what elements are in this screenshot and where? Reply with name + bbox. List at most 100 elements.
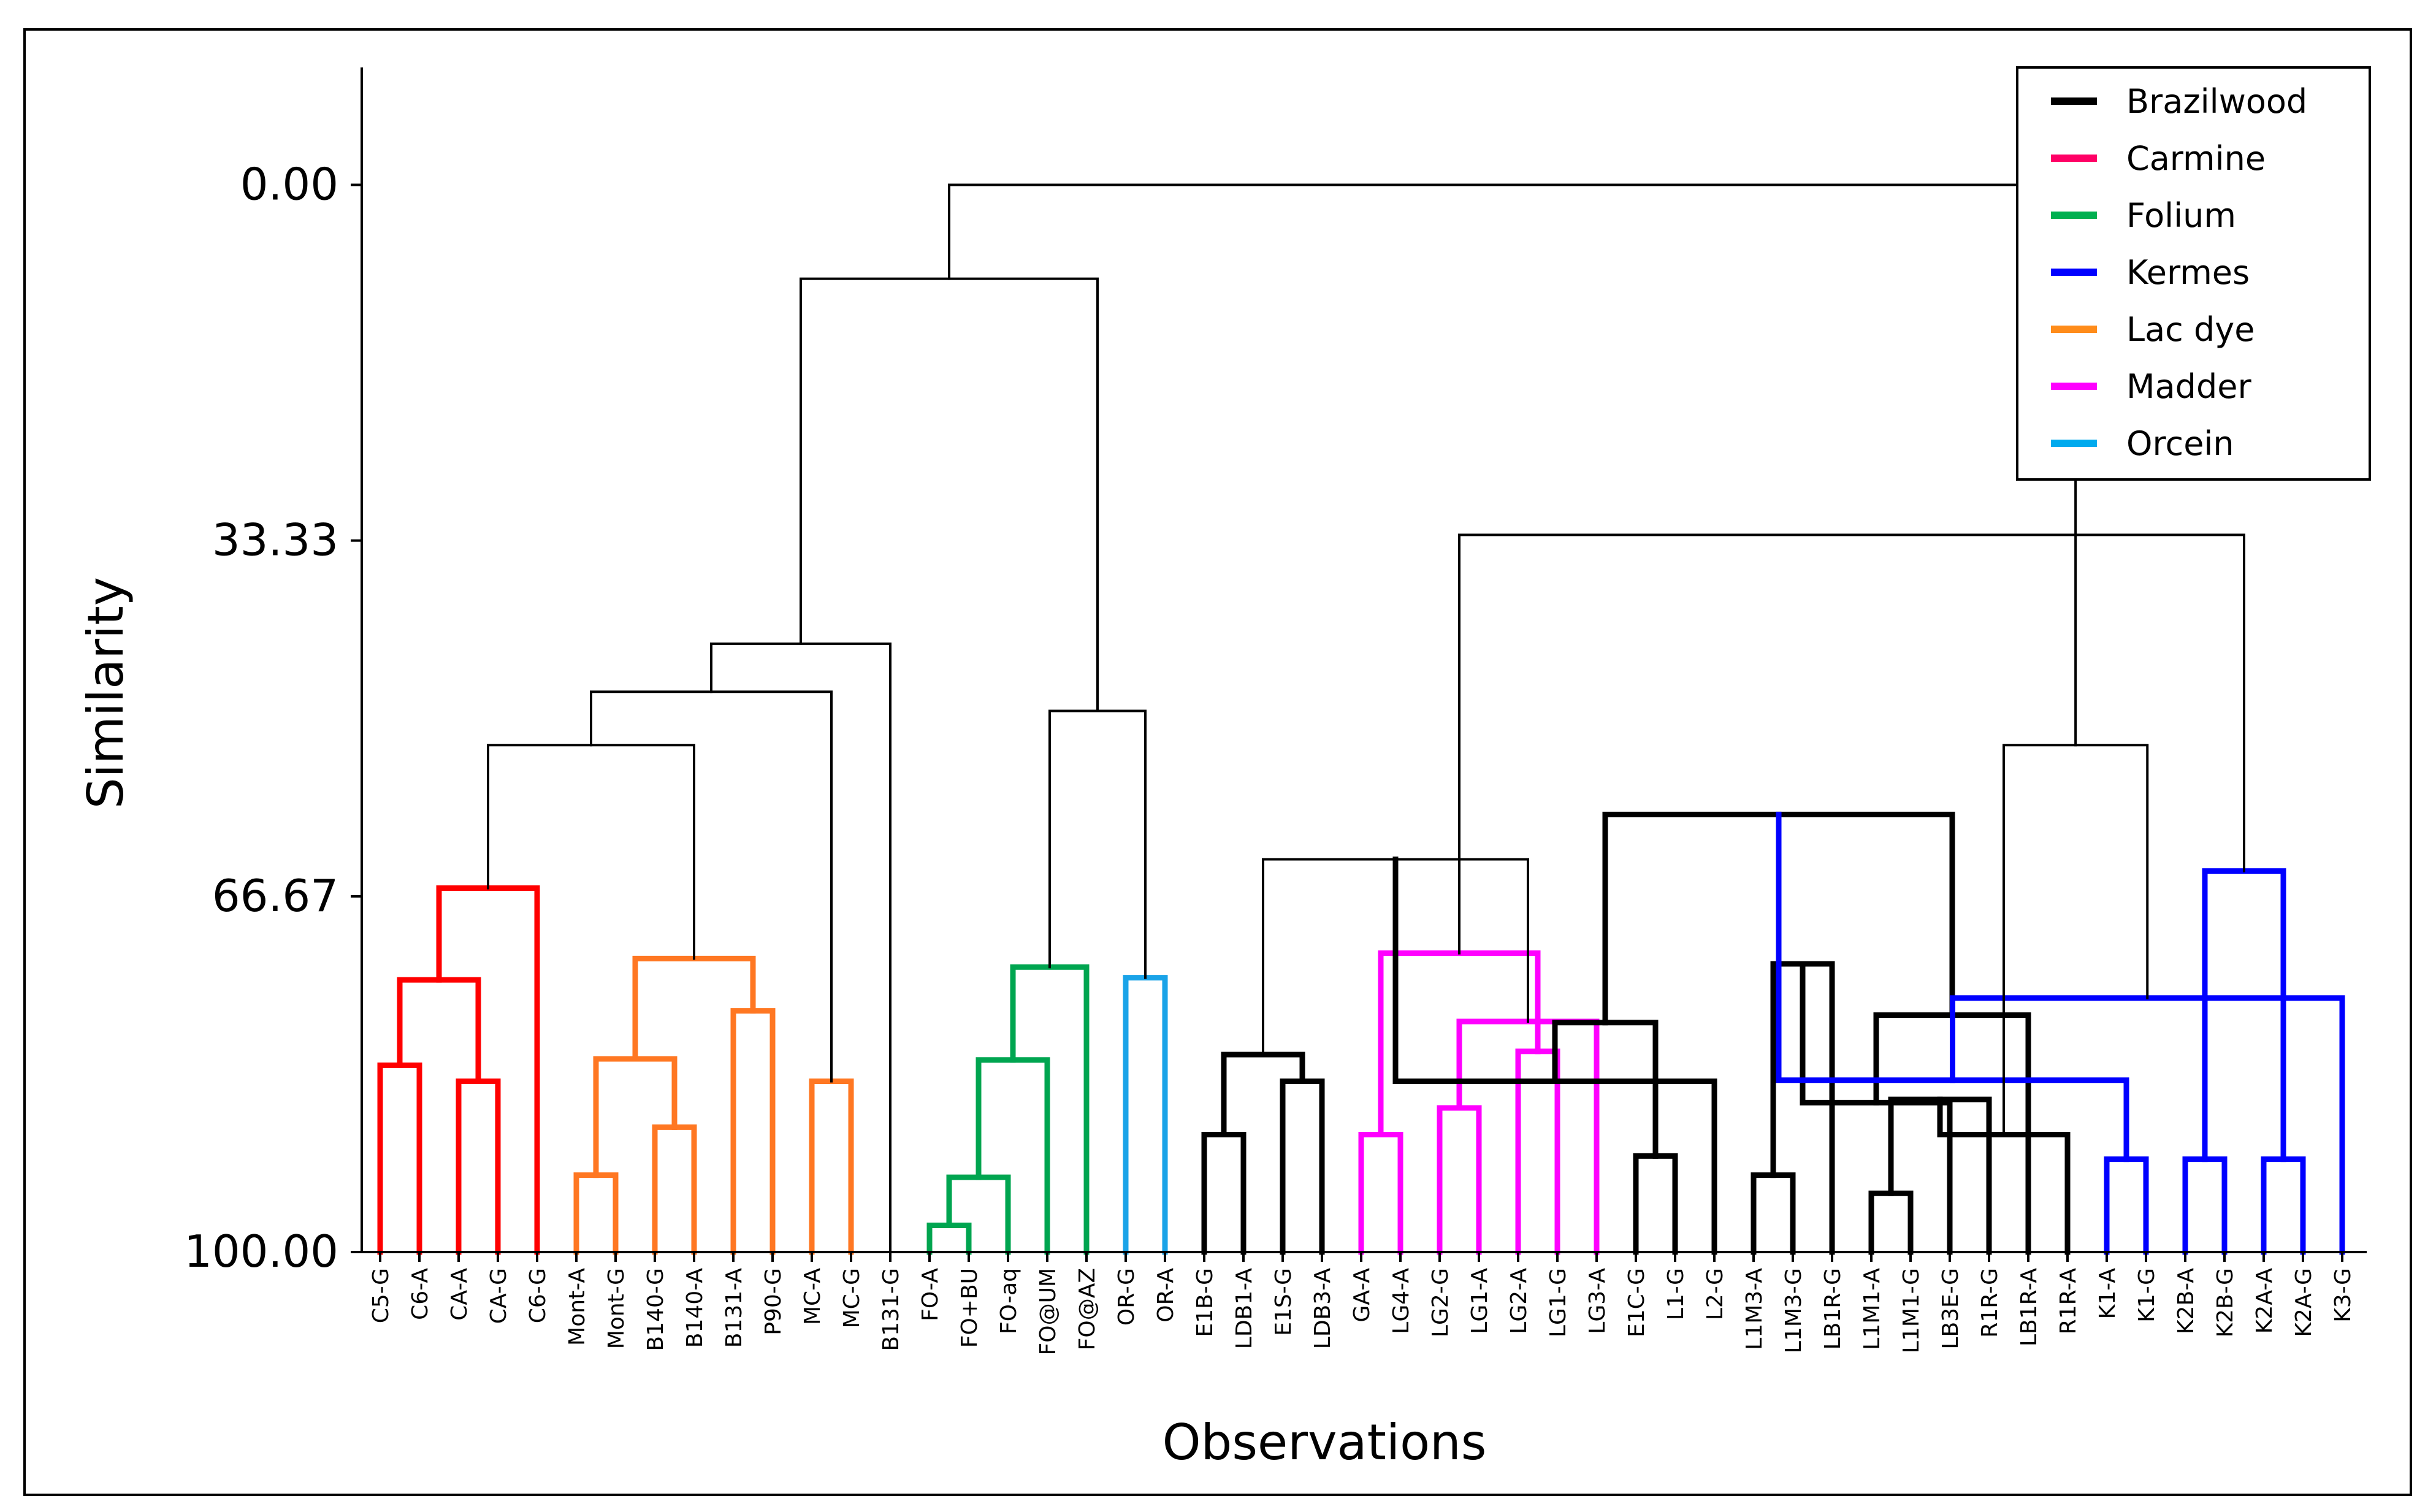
dendrogram-branch	[1221, 1052, 1305, 1138]
x-tick-label: LG2-G	[1428, 1268, 1453, 1337]
x-tick-label: Mont-G	[604, 1268, 629, 1349]
x-tick-label: LB1R-G	[1820, 1268, 1846, 1350]
x-tick-label: FO-A	[918, 1268, 943, 1321]
legend-label: Madder	[2126, 367, 2251, 406]
dendrogram-branch	[1437, 1105, 1482, 1255]
x-tick-label: R1R-G	[1977, 1268, 2003, 1338]
x-tick-label: L1M3-G	[1781, 1268, 1806, 1353]
dendrogram-branch	[800, 277, 1099, 712]
x-tick-label: LG1-A	[1467, 1268, 1492, 1334]
x-tick-label: K1-A	[2095, 1268, 2120, 1319]
y-tick-label: 0.00	[240, 158, 338, 210]
x-tick-label: MC-G	[839, 1268, 865, 1328]
axes	[361, 67, 2367, 1253]
x-axis-ticks: C5-G C6-A CA-A CA-G C6-G Mont-A Mont-G B140-G B1…	[368, 1252, 2356, 1355]
y-tick-label: 100.00	[184, 1226, 338, 1277]
legend-label: Orcein	[2126, 424, 2234, 463]
x-tick-label: B140-A	[682, 1268, 708, 1348]
dendrogram-branch	[2003, 744, 2149, 1136]
dendrogram-branch	[436, 885, 540, 1255]
dendrogram-branch	[2261, 1156, 2306, 1255]
dendrogram-branch	[1800, 961, 1953, 1255]
y-tick-label: 33.33	[212, 514, 338, 566]
dendrogram-branch	[2202, 868, 2286, 1163]
y-axis-title: Similarity	[77, 577, 134, 809]
x-tick-label: FO+BU	[957, 1268, 982, 1348]
x-tick-label: LB3E-G	[1938, 1268, 1963, 1350]
x-tick-label: LDB3-A	[1310, 1268, 1335, 1350]
x-tick-label: K2A-G	[2291, 1268, 2316, 1337]
dendrogram-branch	[1048, 709, 1147, 979]
figure-border	[23, 28, 2412, 1496]
x-tick-label: FO@UM	[1036, 1268, 1061, 1355]
dendrogram-branch	[593, 1056, 678, 1178]
dendrogram-branch	[2182, 1156, 2228, 1255]
dendrogram-branch	[456, 1079, 501, 1255]
x-tick-label: CA-A	[447, 1268, 472, 1321]
x-tick-label: LG1-G	[1546, 1268, 1571, 1337]
x-tick-label: K3-G	[2331, 1268, 2356, 1323]
x-tick-label: L1M1-A	[1860, 1268, 1885, 1350]
x-tick-label: OR-G	[1114, 1268, 1139, 1326]
x-tick-label: C5-G	[368, 1268, 394, 1323]
x-tick-label: L1M1-G	[1899, 1268, 1924, 1353]
x-tick-label: L2-G	[1703, 1268, 1728, 1320]
dendrogram-branch	[1123, 975, 1168, 1255]
x-tick-label: P90-G	[761, 1268, 786, 1335]
y-axis-ticks: 0.00 33.33 66.67 100.00	[184, 158, 362, 1277]
legend-label: Lac dye	[2126, 310, 2255, 349]
x-tick-label: L1M3-A	[1742, 1268, 1767, 1350]
x-tick-label: L1-G	[1663, 1268, 1689, 1320]
dendrogram-branch	[2104, 1156, 2149, 1255]
x-tick-label: LG2-A	[1506, 1268, 1532, 1334]
dendrogram-branch	[573, 1172, 619, 1255]
dendrogram-branch	[1358, 1132, 1403, 1255]
x-tick-label: FO@AZ	[1075, 1268, 1100, 1350]
x-tick-label: Mont-A	[565, 1268, 590, 1346]
x-tick-label: E1B-G	[1193, 1268, 1218, 1337]
x-tick-label: LG4-A	[1389, 1268, 1414, 1334]
x-tick-label: B140-G	[643, 1268, 668, 1351]
dendrogram-branch	[652, 1124, 697, 1255]
x-tick-label: K2B-A	[2174, 1268, 2199, 1334]
dendrogram-branch	[730, 1008, 776, 1255]
x-tick-label: C6-G	[525, 1268, 551, 1323]
x-tick-label: FO-aq	[996, 1268, 1021, 1334]
x-tick-label: LG3-A	[1585, 1268, 1610, 1334]
dendrogram-branch	[590, 690, 833, 1083]
dendrogram-branch	[948, 183, 2077, 747]
x-tick-label: GA-A	[1350, 1268, 1375, 1323]
x-tick-label: E1C-G	[1624, 1268, 1649, 1337]
dendrogram-branch	[1201, 1132, 1247, 1255]
dendrogram-branch	[926, 1222, 972, 1255]
dendrogram-branch	[1868, 1190, 1914, 1255]
x-tick-label: C6-A	[408, 1268, 433, 1320]
x-tick-label: MC-A	[800, 1268, 825, 1325]
x-tick-label: OR-A	[1153, 1268, 1178, 1323]
x-tick-label: B131-A	[722, 1268, 747, 1348]
legend-label: Carmine	[2126, 139, 2266, 178]
dendrogram-branch	[1633, 1153, 1678, 1255]
dendrogram-branch	[1552, 1020, 1659, 1159]
x-tick-label: LDB1-A	[1232, 1268, 1257, 1350]
x-tick-label: K2A-A	[2252, 1268, 2277, 1334]
dendrogram-branches	[377, 183, 2345, 1255]
x-axis-title: Observations	[1163, 1414, 1487, 1471]
dendrogram-branch	[976, 1057, 1050, 1255]
dendrogram-branch	[1751, 1172, 1796, 1255]
dendrogram-branch	[809, 1079, 854, 1255]
x-tick-label: B131-G	[879, 1268, 904, 1351]
x-tick-label: LB1R-A	[2017, 1268, 2042, 1346]
x-tick-label: E1S-G	[1271, 1268, 1296, 1336]
x-tick-label: R1R-A	[2056, 1268, 2081, 1335]
y-tick-label: 66.67	[212, 870, 338, 922]
x-tick-label: K2B-G	[2213, 1268, 2238, 1337]
dendrogram-branch	[487, 744, 695, 960]
legend: Brazilwood Carmine Folium Kermes Lac dye Madd…	[2016, 66, 2371, 481]
dendrogram-branch	[1458, 533, 2245, 955]
x-tick-label: K1-G	[2134, 1268, 2159, 1323]
dendrogram-branch	[377, 1062, 422, 1255]
dendrogram-branch	[710, 642, 892, 1253]
legend-label: Kermes	[2126, 253, 2250, 292]
